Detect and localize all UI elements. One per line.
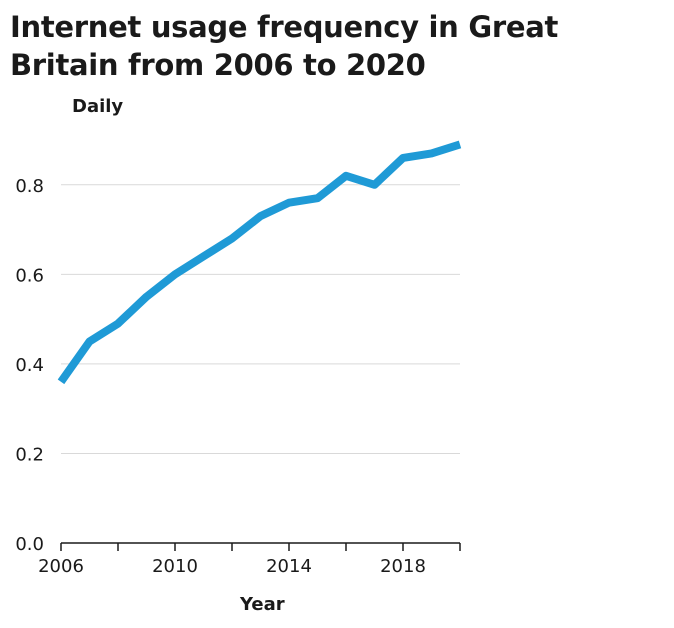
series-line (57, 140, 462, 385)
x-tick-labels: 2006 2010 2014 2018 (38, 556, 426, 577)
chart-title: Internet usage frequency in Great Britai… (10, 10, 559, 82)
y-tick-label: 0.6 (15, 265, 44, 286)
series-layer (57, 140, 462, 385)
x-axis-label: Year (240, 594, 285, 615)
y-tick-label: 0.0 (15, 534, 44, 555)
x-tick-label: 2010 (152, 556, 198, 577)
x-tick-label: 2014 (266, 556, 312, 577)
y-tick-label: 0.2 (15, 444, 44, 465)
gridlines (61, 184, 460, 454)
y-tick-label: 0.8 (15, 176, 44, 197)
y-axis-label: Daily (72, 96, 124, 117)
y-tick-labels: 0.0 0.2 0.4 0.6 0.8 (15, 176, 44, 555)
y-tick-label: 0.4 (15, 355, 44, 376)
x-tick-label: 2006 (38, 556, 84, 577)
x-axis (60, 542, 461, 551)
x-tick-label: 2018 (380, 556, 426, 577)
